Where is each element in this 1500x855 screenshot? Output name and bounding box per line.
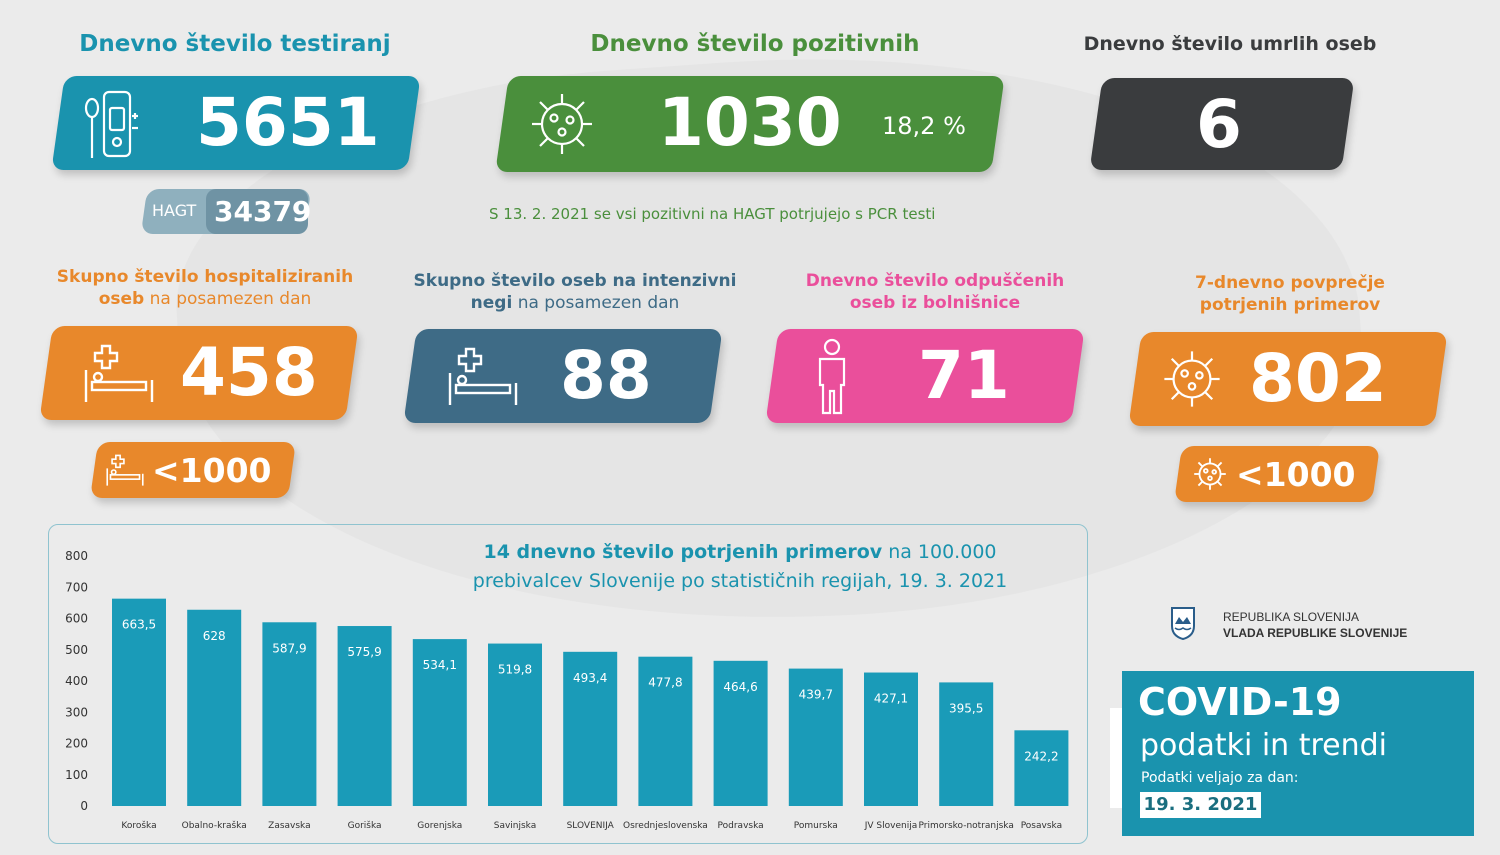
covid-title: COVID-19 [1138,680,1342,724]
discharged-heading: Dnevno število odpuščenih oseb iz bolnišn… [805,271,1065,313]
bar-value-label: 395,5 [949,701,983,715]
hospitalized-heading: Skupno število hospitaliziranih oseb na … [56,267,354,309]
coat-of-arms-icon [1171,607,1195,640]
x-category-label: SLOVENIJA [567,821,615,831]
bar-value-label: 587,9 [272,641,306,655]
x-category-label: JV Slovenija [864,821,917,831]
x-category-label: Koroška [121,820,156,831]
y-tick-label: 100 [65,768,88,782]
covid-subtitle: podatki in trendi [1140,728,1388,763]
tests-panel: 5651 [51,76,421,170]
bar-value-label: 519,8 [498,663,532,677]
hospital-bed-icon [448,347,518,405]
bar-value-label: 477,8 [648,676,682,690]
bar [187,609,242,806]
bar [864,672,918,806]
x-category-label: Osrednjeslovenska [623,821,708,831]
y-tick-label: 0 [80,799,88,813]
virus-icon [532,94,592,154]
y-tick-label: 800 [65,549,88,563]
bar [563,651,618,806]
bar-value-label: 575,9 [347,645,381,659]
bar-value-label: 439,7 [799,688,833,702]
x-category-label: Goriška [348,820,382,831]
bar-value-label: 534,1 [423,658,457,672]
discharged-panel: 71 [765,329,1085,423]
regions-bar-chart: 0 100 200 300 400 500 600 700 800 663,5 Koroška 628… [65,549,1069,831]
bar [262,622,317,806]
hospital-bed-icon [84,344,154,402]
tests-heading: Dnevno število testiranj [79,31,391,57]
bar [1014,730,1069,806]
covid-accent-bar [1110,708,1124,808]
chart-title: 14 dnevno število potrjenih primerov na … [472,541,1008,592]
y-tick-label: 300 [65,705,88,719]
government-name: REPUBLIKA SLOVENIJA VLADA REPUBLIKE SLOV… [1223,610,1408,640]
hospitalized-panel: 458 [39,326,359,420]
test-kit-icon [84,90,138,158]
bar-value-label: 427,1 [874,692,908,706]
hospitalized-capacity-badge: <1000 [90,442,296,498]
bar [488,643,542,806]
bar [939,682,994,806]
icu-heading: Skupno število oseb na intenzivni negi n… [413,271,737,313]
bar [638,656,693,806]
deaths-value: 6 [1196,86,1242,163]
hagt-pcr-note: S 13. 2. 2021 se vsi pozitivni na HAGT p… [489,205,936,223]
bar-value-label: 663,5 [122,618,156,632]
x-category-label: Primorsko-notranjska [919,821,1014,831]
valid-date: 19. 3. 2021 [1140,792,1261,818]
positives-panel: 1030 18,2 % [495,76,1005,172]
chart-frame [48,524,1088,844]
x-category-label: Obalno-kraška [182,820,247,831]
x-category-label: Zasavska [268,821,310,831]
x-category-label: Gorenjska [417,821,462,831]
y-tick-label: 200 [65,737,88,751]
icu-panel: 88 [403,329,723,423]
virus-icon [1194,458,1226,490]
positives-heading: Dnevno število pozitivnih [590,31,920,57]
bar [112,598,166,806]
avg7-threshold-badge: <1000 [1174,446,1380,502]
valid-date-label: Podatki veljajo za dan: [1141,770,1299,786]
hospital-bed-icon [106,454,144,486]
avg7-value: 802 [1249,340,1387,417]
deaths-heading: Dnevno število umrlih oseb [1083,33,1377,55]
deaths-panel: 6 [1089,78,1355,170]
bar [412,639,467,806]
x-category-label: Pomurska [794,821,838,831]
x-category-label: Savinjska [494,821,537,831]
bar [788,668,843,806]
avg7-threshold-value: <1000 [1236,455,1356,494]
virus-icon [1164,351,1220,407]
avg7-heading: 7-dnevno povprečje potrjenih primerov [1195,273,1385,315]
y-tick-label: 500 [65,643,88,657]
bar-value-label: 628 [203,629,226,643]
y-tick-label: 700 [65,580,88,594]
avg7-panel: 802 [1128,332,1448,426]
bar-value-label: 493,4 [573,671,607,685]
x-category-label: Podravska [718,821,764,831]
x-category-label: Posavska [1021,821,1062,831]
bar-value-label: 464,6 [723,680,757,694]
y-tick-label: 600 [65,612,88,626]
person-icon [818,338,846,415]
bar-value-label: 242,2 [1024,749,1058,763]
bar [713,660,768,806]
y-tick-label: 400 [65,674,88,688]
bar [337,626,392,806]
